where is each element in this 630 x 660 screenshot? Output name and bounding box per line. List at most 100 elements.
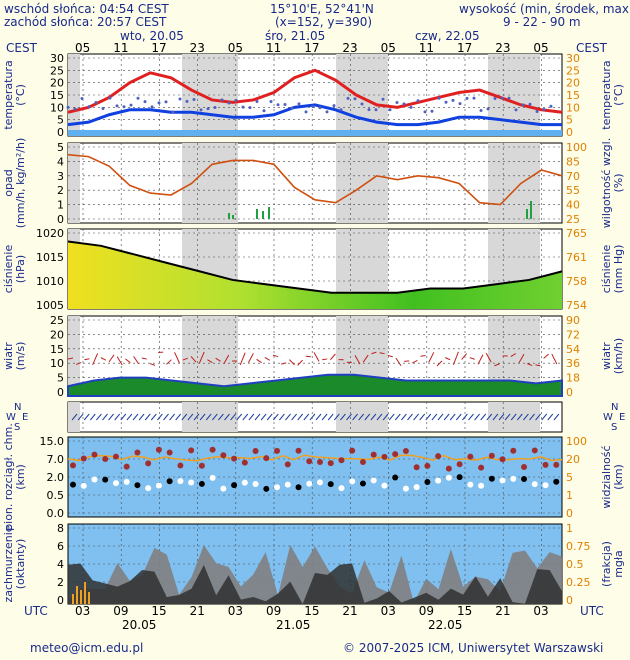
wind-arrow [541,413,548,421]
wind-arrow [437,413,444,421]
wind-arrow [340,413,346,421]
cloud-base-point [531,481,538,488]
feels-like-point [248,106,252,110]
cloud-top-point [112,453,119,460]
cloud-top-point [155,446,162,453]
compass-n: N [611,402,618,413]
gust-mark [182,357,188,361]
gust-mark [477,354,484,365]
side-label-right: (km) [612,464,625,490]
feels-like-point [297,102,301,106]
cloud-top-point [349,447,356,454]
panel-wind_dir [67,401,563,433]
side-label-left: (hPa) [14,255,27,283]
gust-mark [92,353,99,366]
wind-arrow [480,413,487,421]
wind-arrow [425,413,432,421]
cloud-base-point [435,477,442,484]
feels-like-point [276,103,280,107]
cloud-top-point [209,446,216,453]
wind-arrow [382,413,389,421]
gust-mark [174,352,181,364]
gust-mark [149,363,156,366]
feels-like-point [514,108,518,112]
cloud-base-point [188,479,195,486]
feels-like-point [241,105,245,109]
gust-mark [125,358,131,364]
feels-like-point [381,97,385,101]
wind-arrow [553,413,560,421]
cloud-base-point [134,482,141,489]
tick-right: 25 [566,213,580,226]
wind-arrow [260,413,267,421]
cloud-base-point [413,484,420,491]
wind-arrow [388,413,395,421]
panel-clouds [67,436,563,518]
cloud-top-point [445,465,452,472]
cloud-top-point [478,464,485,471]
fog-bar [88,592,90,604]
precip-bar [232,215,234,219]
gust-mark [452,351,459,365]
cloud-top-point [123,463,130,470]
feels-like-point [465,96,469,100]
cloud-base-point [220,485,227,492]
side-label-left: (mm/h, kg/m²/h) [14,138,27,229]
tick-right: 20 [566,453,580,466]
top-hour-label: 23 [495,41,511,55]
feels-like-point [283,103,287,107]
night-band [336,402,388,432]
footer-email[interactable]: meteo@icm.edu.pl [30,641,144,655]
tick-right: 761 [566,251,587,264]
tick-left: 1010 [36,275,64,288]
cloud-top-point [338,457,345,464]
tick-right: 70 [566,170,580,183]
tick-left: 2.0 [47,471,65,484]
tick-left: 25 [50,64,64,77]
wind-arrow [120,413,127,421]
top-hour-label: 05 [75,41,91,55]
humidity-line [67,153,563,206]
precip-bar [268,207,270,219]
gust-mark [535,364,541,367]
tick-left: 8 [57,522,64,535]
gust-mark [297,359,303,366]
cloud-top-point [220,452,227,459]
wind-arrow [254,413,261,421]
tick-right: 0 [566,594,573,607]
cloud-base-point [359,480,366,487]
cloud-top-point [317,459,323,466]
gust-mark [387,354,393,358]
wind-arrow [547,413,554,421]
side-label-left: pion. rozciągł. chm. [2,423,15,531]
feels-like-point [367,108,371,112]
tick-right: 1 [566,489,573,502]
compass-e: E [619,412,625,423]
side-label-left: (oktanty) [14,539,27,590]
tick-right: 5 [566,471,573,484]
compass-e: E [22,412,28,423]
wind-arrow [169,413,175,421]
cloud-base-point [177,478,184,485]
cloud-top-point [274,447,281,454]
side-label-right: temperatura [600,60,613,129]
tick-left: 10 [50,357,64,370]
wind-arrow [394,413,401,421]
tick-right: 1 [566,522,573,535]
tick-left: 0 [57,386,64,399]
cloud-base-point [402,485,409,492]
cloud-top-point [413,464,420,471]
gust-mark [330,353,336,361]
feels-like-point [479,109,483,113]
wind-arrow [413,413,419,421]
tick-left: 5 [57,141,64,154]
wind-arrow [523,413,529,421]
tick-right: 0.25 [566,576,591,589]
cloud-top-point [70,462,76,469]
gust-mark [256,358,262,364]
sunset-text: zachód słońca: 20:57 CEST [4,15,167,29]
gust-mark [67,357,74,360]
bottom-hour-label: 21 [189,604,205,618]
night-band [488,143,540,223]
